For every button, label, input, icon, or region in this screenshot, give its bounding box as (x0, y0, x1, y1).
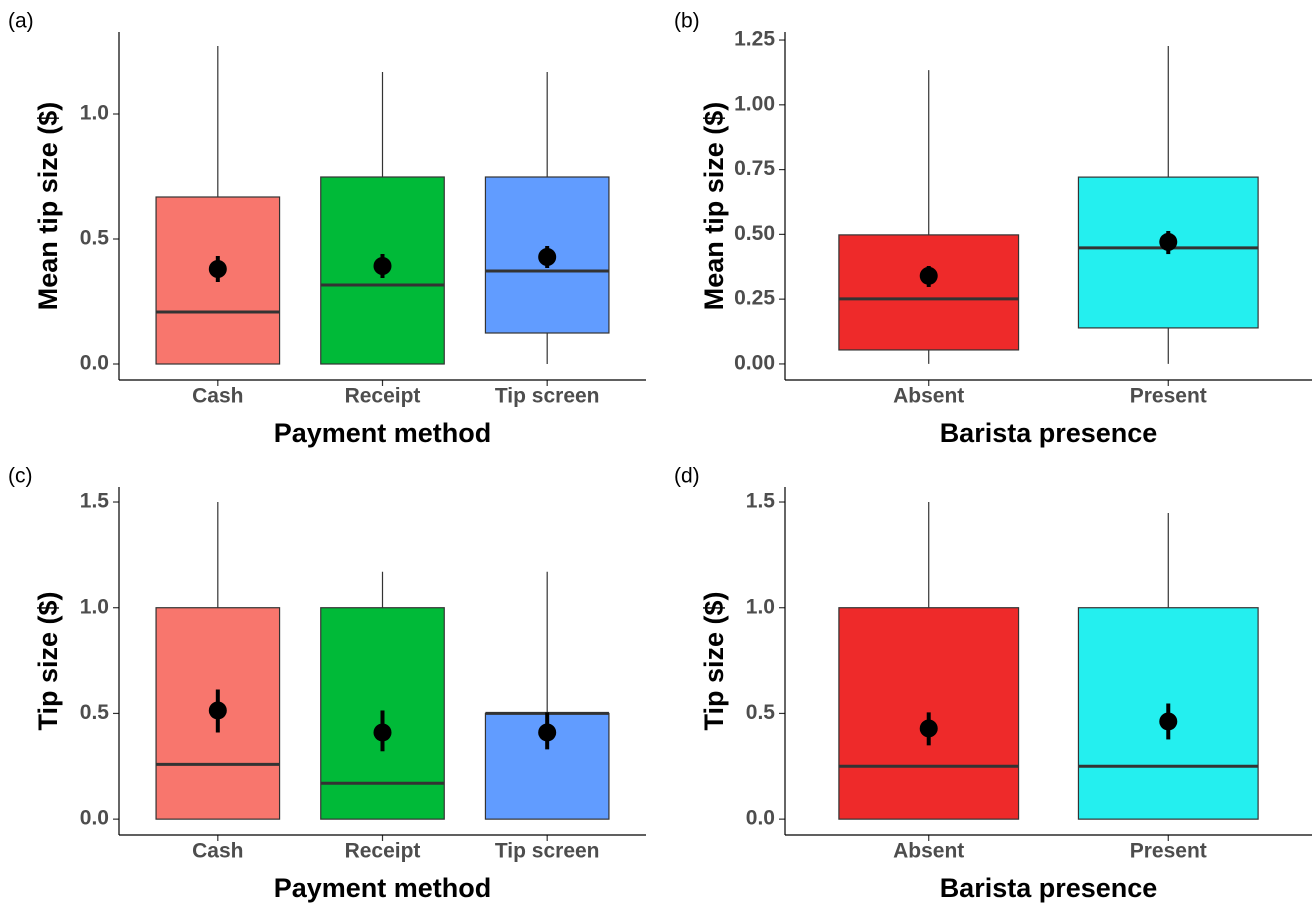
y-axis-title: Tip size ($) (33, 591, 63, 730)
x-axis-title: Payment method (274, 418, 492, 448)
x-tick-label: Cash (192, 385, 243, 408)
y-axis-title: Mean tip size ($) (33, 102, 63, 311)
mean-point (919, 719, 938, 738)
mean-point (373, 257, 392, 275)
y-tick-label: 0.5 (80, 227, 110, 250)
x-axis-title: Payment method (274, 873, 492, 903)
mean-point (1159, 232, 1178, 251)
y-tick-label: 1.25 (734, 28, 775, 51)
y-tick-label: 0.0 (80, 807, 109, 830)
panel-label: (d) (674, 465, 700, 488)
y-tick-label: 1.0 (746, 595, 775, 618)
y-tick-label: 1.0 (80, 595, 109, 618)
panel-label: (a) (8, 10, 34, 33)
y-tick-label: 0.0 (746, 807, 775, 830)
y-tick-label: 1.5 (746, 490, 776, 513)
x-tick-label: Receipt (345, 840, 421, 863)
y-tick-label: 0.5 (80, 701, 110, 724)
y-axis-title: Mean tip size ($) (699, 102, 729, 311)
y-tick-label: 0.75 (734, 157, 775, 180)
x-tick-label: Receipt (345, 385, 421, 408)
y-tick-label: 0.00 (734, 351, 775, 374)
mean-point (373, 723, 392, 742)
mean-point (538, 723, 557, 742)
x-tick-label: Tip screen (495, 840, 600, 863)
x-axis-title: Barista presence (940, 418, 1158, 448)
mean-point (208, 701, 227, 720)
x-tick-label: Absent (893, 840, 964, 863)
y-axis-title: Tip size ($) (699, 591, 729, 730)
panel-label: (c) (8, 465, 33, 488)
x-tick-label: Present (1130, 385, 1207, 408)
y-tick-label: 1.00 (734, 92, 775, 115)
panel-label: (b) (674, 10, 700, 33)
y-tick-label: 1.0 (80, 102, 109, 125)
mean-point (919, 266, 938, 285)
box (838, 234, 1020, 351)
box (484, 176, 610, 334)
x-tick-label: Absent (893, 385, 964, 408)
x-tick-label: Cash (192, 840, 243, 863)
x-tick-label: Tip screen (495, 385, 600, 408)
mean-point (1159, 712, 1178, 731)
mean-point (208, 260, 227, 278)
y-tick-label: 0.25 (734, 287, 775, 310)
y-tick-label: 0.50 (734, 222, 775, 245)
y-tick-label: 0.0 (80, 352, 109, 375)
x-tick-label: Present (1130, 840, 1207, 863)
mean-point (538, 248, 557, 266)
x-axis-title: Barista presence (940, 873, 1158, 903)
y-tick-label: 1.5 (80, 490, 110, 513)
y-tick-label: 0.5 (746, 701, 776, 724)
